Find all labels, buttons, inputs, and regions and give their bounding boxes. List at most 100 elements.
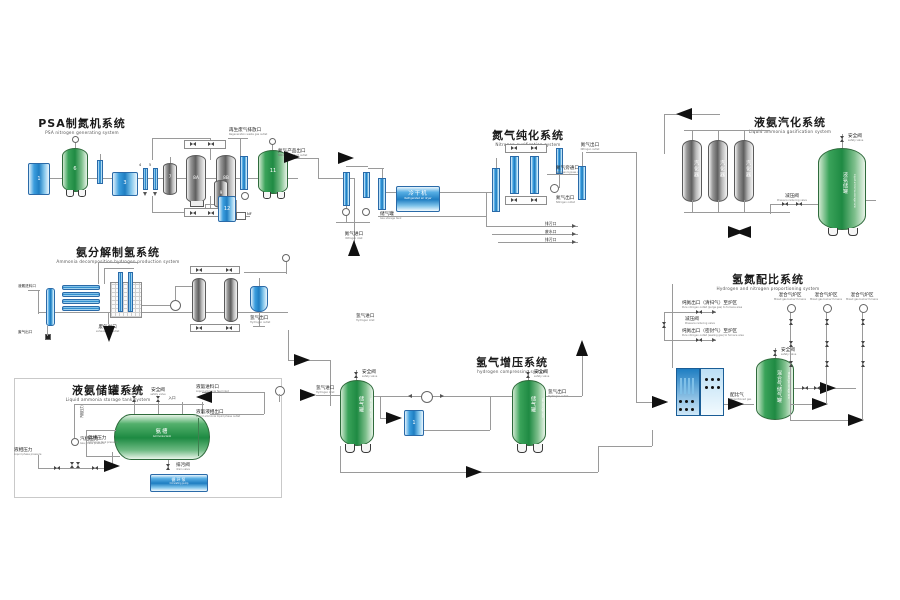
- valve-pn-prv[interactable]: [662, 322, 666, 328]
- vessel-psa-5[interactable]: [153, 168, 158, 190]
- valve-furnace-2c[interactable]: [825, 361, 829, 367]
- safety-valve-h2-right[interactable]: [526, 372, 530, 378]
- vessel-psa-2[interactable]: [97, 160, 103, 184]
- valve-np-t4[interactable]: [531, 198, 537, 202]
- vessel-mixed-gas-tank[interactable]: [756, 358, 794, 420]
- drain-valve[interactable]: [166, 464, 170, 470]
- vessel-ammonia-tank[interactable]: [114, 414, 210, 460]
- pipe-gas-low-v: [770, 204, 771, 214]
- label-safety-valve-a: 安全阀 safety valve: [126, 388, 142, 397]
- vessel-np-column[interactable]: [492, 168, 500, 212]
- valve-np-after[interactable]: [550, 184, 559, 193]
- valve-furnace-1b[interactable]: [789, 341, 793, 347]
- vessel-circulating-pump[interactable]: [150, 474, 208, 492]
- gauge-liquid-ammonia: [275, 386, 285, 396]
- vessel-dryer[interactable]: [396, 186, 440, 212]
- safety-valve-b[interactable]: [156, 396, 160, 402]
- arrow-prop-gas: [728, 398, 744, 410]
- vessel-h2-buffer-right[interactable]: [512, 380, 546, 446]
- vessel-hc-blue-1[interactable]: [404, 410, 424, 436]
- vessel-np-filter-1[interactable]: [343, 172, 350, 206]
- vessel-psa-6[interactable]: [62, 148, 88, 192]
- valve-cv4[interactable]: [208, 211, 214, 215]
- safety-valve-mix-tank[interactable]: [773, 350, 777, 356]
- valve-cv1[interactable]: [190, 142, 196, 146]
- valve-cv2[interactable]: [208, 142, 214, 146]
- vessel-np-filter-2[interactable]: [363, 172, 370, 198]
- valve-ad-top-right[interactable]: [282, 254, 290, 262]
- arrow-hc-to-mix: [652, 396, 668, 408]
- pipe-np-dryer-drain: [378, 216, 486, 217]
- valve-np-t3[interactable]: [511, 198, 517, 202]
- valve-ad-3[interactable]: [196, 326, 202, 330]
- vessel-psa-10[interactable]: [240, 156, 248, 190]
- compressor-symbol[interactable]: [421, 391, 433, 403]
- vessel-psa-12[interactable]: [218, 196, 236, 222]
- valve-psa-10-bottom[interactable]: [241, 192, 249, 200]
- valve-ad-1[interactable]: [196, 268, 202, 272]
- valve-la-pair-2[interactable]: [76, 462, 80, 468]
- valve-furnace-1c[interactable]: [789, 361, 793, 367]
- pipe-la-left-top: [74, 404, 204, 405]
- pipe-pn-seal: [672, 340, 716, 341]
- vessel-psa-3[interactable]: [112, 172, 138, 196]
- valve-furnace-3a[interactable]: [861, 319, 865, 325]
- valve-ad-2[interactable]: [226, 268, 232, 272]
- valve-furnace-3b[interactable]: [861, 341, 865, 347]
- vessel-psa-8a-number: 8A: [193, 176, 199, 181]
- vessel-np-product-column[interactable]: [578, 166, 586, 200]
- vessel-h2-buffer-left[interactable]: [340, 380, 374, 446]
- valve-np-t2[interactable]: [531, 146, 537, 150]
- vessel-ad-adsorber-a[interactable]: [192, 278, 206, 322]
- valve-pn-seal[interactable]: [696, 338, 702, 342]
- valve-pn-purge[interactable]: [696, 310, 702, 314]
- label-psa-nf-text: NF: [247, 212, 252, 216]
- vessel-psa-12-number: 12: [223, 206, 231, 212]
- vessel-cracking-furnace[interactable]: [110, 282, 142, 318]
- vessel-psa-1[interactable]: [28, 163, 50, 195]
- valve-furnace-2a[interactable]: [825, 319, 829, 325]
- valve-mix-out-2[interactable]: [814, 386, 820, 390]
- valve-la-bottom-1[interactable]: [54, 466, 60, 470]
- vessel-np-buffer[interactable]: [378, 178, 386, 210]
- pipe-la-press-bot: [86, 456, 120, 457]
- vessel-np-tower-a[interactable]: [510, 156, 519, 194]
- title-ammonia-decomposition: 氨分解制氢系统 Ammonia decomposition hydrogen p…: [56, 247, 179, 265]
- vessel-np-tower-b[interactable]: [530, 156, 539, 194]
- vessel-ad-adsorber-b[interactable]: [224, 278, 238, 322]
- valve-np-2[interactable]: [362, 208, 370, 216]
- vessel-ad-separator[interactable]: [170, 300, 181, 311]
- mixing-control-panel-right[interactable]: [700, 368, 724, 416]
- pipe-sv-d: [202, 402, 203, 414]
- valve-gas-reducer-2[interactable]: [796, 202, 802, 206]
- valve-la-pair-1[interactable]: [70, 462, 74, 468]
- valve-gas-reducer-1[interactable]: [782, 202, 788, 206]
- arrow-ammonia-decomp-down: [103, 326, 115, 342]
- vessel-psa-4[interactable]: [143, 168, 148, 190]
- valve-ad-left[interactable]: [45, 334, 51, 340]
- valve-furnace-2b[interactable]: [825, 341, 829, 347]
- vessel-ad-vaporizer[interactable]: [46, 288, 55, 326]
- vessel-ad-polisher[interactable]: [250, 286, 268, 312]
- pipe-pn-riser: [672, 284, 673, 368]
- valve-ad-4[interactable]: [226, 326, 232, 330]
- valve-cv3[interactable]: [190, 211, 196, 215]
- vessel-liquid-ammonia-storage[interactable]: [818, 148, 866, 230]
- title-hydrogen-compressing: 氢气增压系统 hydrogen compressing system: [476, 357, 548, 375]
- valve-np-t1[interactable]: [511, 146, 517, 150]
- safety-valve-h2-left[interactable]: [354, 372, 358, 378]
- pipe-psa-top-right: [210, 138, 211, 160]
- valve-la-bottom-2[interactable]: [92, 466, 98, 470]
- pipe-np-inlet-riser: [354, 188, 355, 244]
- valve-np-1[interactable]: [342, 208, 350, 216]
- vessel-np-after-filter[interactable]: [556, 148, 563, 174]
- pipe-la-feed-low: [210, 414, 264, 415]
- ad-valve-manifold-bottom: [190, 324, 240, 332]
- valve-furnace-3c[interactable]: [861, 361, 865, 367]
- vessel-psa-11[interactable]: [258, 150, 288, 194]
- valve-mix-out-1[interactable]: [802, 386, 808, 390]
- safety-valve-a[interactable]: [132, 396, 136, 402]
- vessel-psa-7[interactable]: [163, 163, 177, 195]
- valve-furnace-1a[interactable]: [789, 319, 793, 325]
- safety-valve-la-tank[interactable]: [840, 136, 844, 142]
